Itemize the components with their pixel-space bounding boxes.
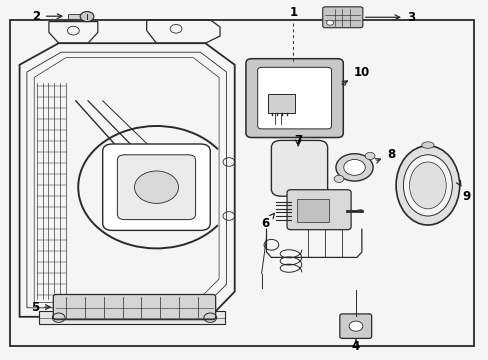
Ellipse shape bbox=[403, 155, 451, 216]
Text: 6: 6 bbox=[261, 213, 274, 230]
Circle shape bbox=[365, 152, 374, 159]
Ellipse shape bbox=[421, 142, 433, 148]
FancyBboxPatch shape bbox=[271, 140, 327, 196]
Circle shape bbox=[80, 12, 94, 22]
Ellipse shape bbox=[395, 146, 459, 225]
Bar bbox=[267, 94, 294, 113]
Circle shape bbox=[333, 175, 343, 183]
Circle shape bbox=[343, 159, 365, 175]
Bar bbox=[297, 199, 328, 222]
FancyBboxPatch shape bbox=[286, 190, 350, 230]
FancyBboxPatch shape bbox=[322, 7, 362, 28]
Ellipse shape bbox=[409, 162, 445, 209]
Circle shape bbox=[348, 321, 362, 331]
Circle shape bbox=[326, 20, 333, 25]
FancyBboxPatch shape bbox=[245, 59, 343, 138]
Bar bbox=[68, 14, 81, 19]
FancyBboxPatch shape bbox=[53, 294, 215, 320]
Text: 1: 1 bbox=[289, 6, 297, 19]
FancyBboxPatch shape bbox=[117, 155, 195, 220]
Text: 9: 9 bbox=[455, 180, 470, 203]
Text: 7: 7 bbox=[294, 134, 302, 147]
FancyBboxPatch shape bbox=[339, 314, 371, 338]
Text: 2: 2 bbox=[33, 10, 62, 23]
Circle shape bbox=[134, 171, 178, 203]
Text: 8: 8 bbox=[374, 148, 394, 163]
FancyBboxPatch shape bbox=[102, 144, 210, 230]
Text: 3: 3 bbox=[365, 11, 414, 24]
Text: 10: 10 bbox=[341, 66, 369, 85]
Bar bbox=[39, 311, 224, 324]
FancyBboxPatch shape bbox=[257, 67, 331, 129]
Text: 4: 4 bbox=[351, 340, 359, 353]
Text: 5: 5 bbox=[31, 301, 50, 314]
Circle shape bbox=[335, 154, 372, 181]
